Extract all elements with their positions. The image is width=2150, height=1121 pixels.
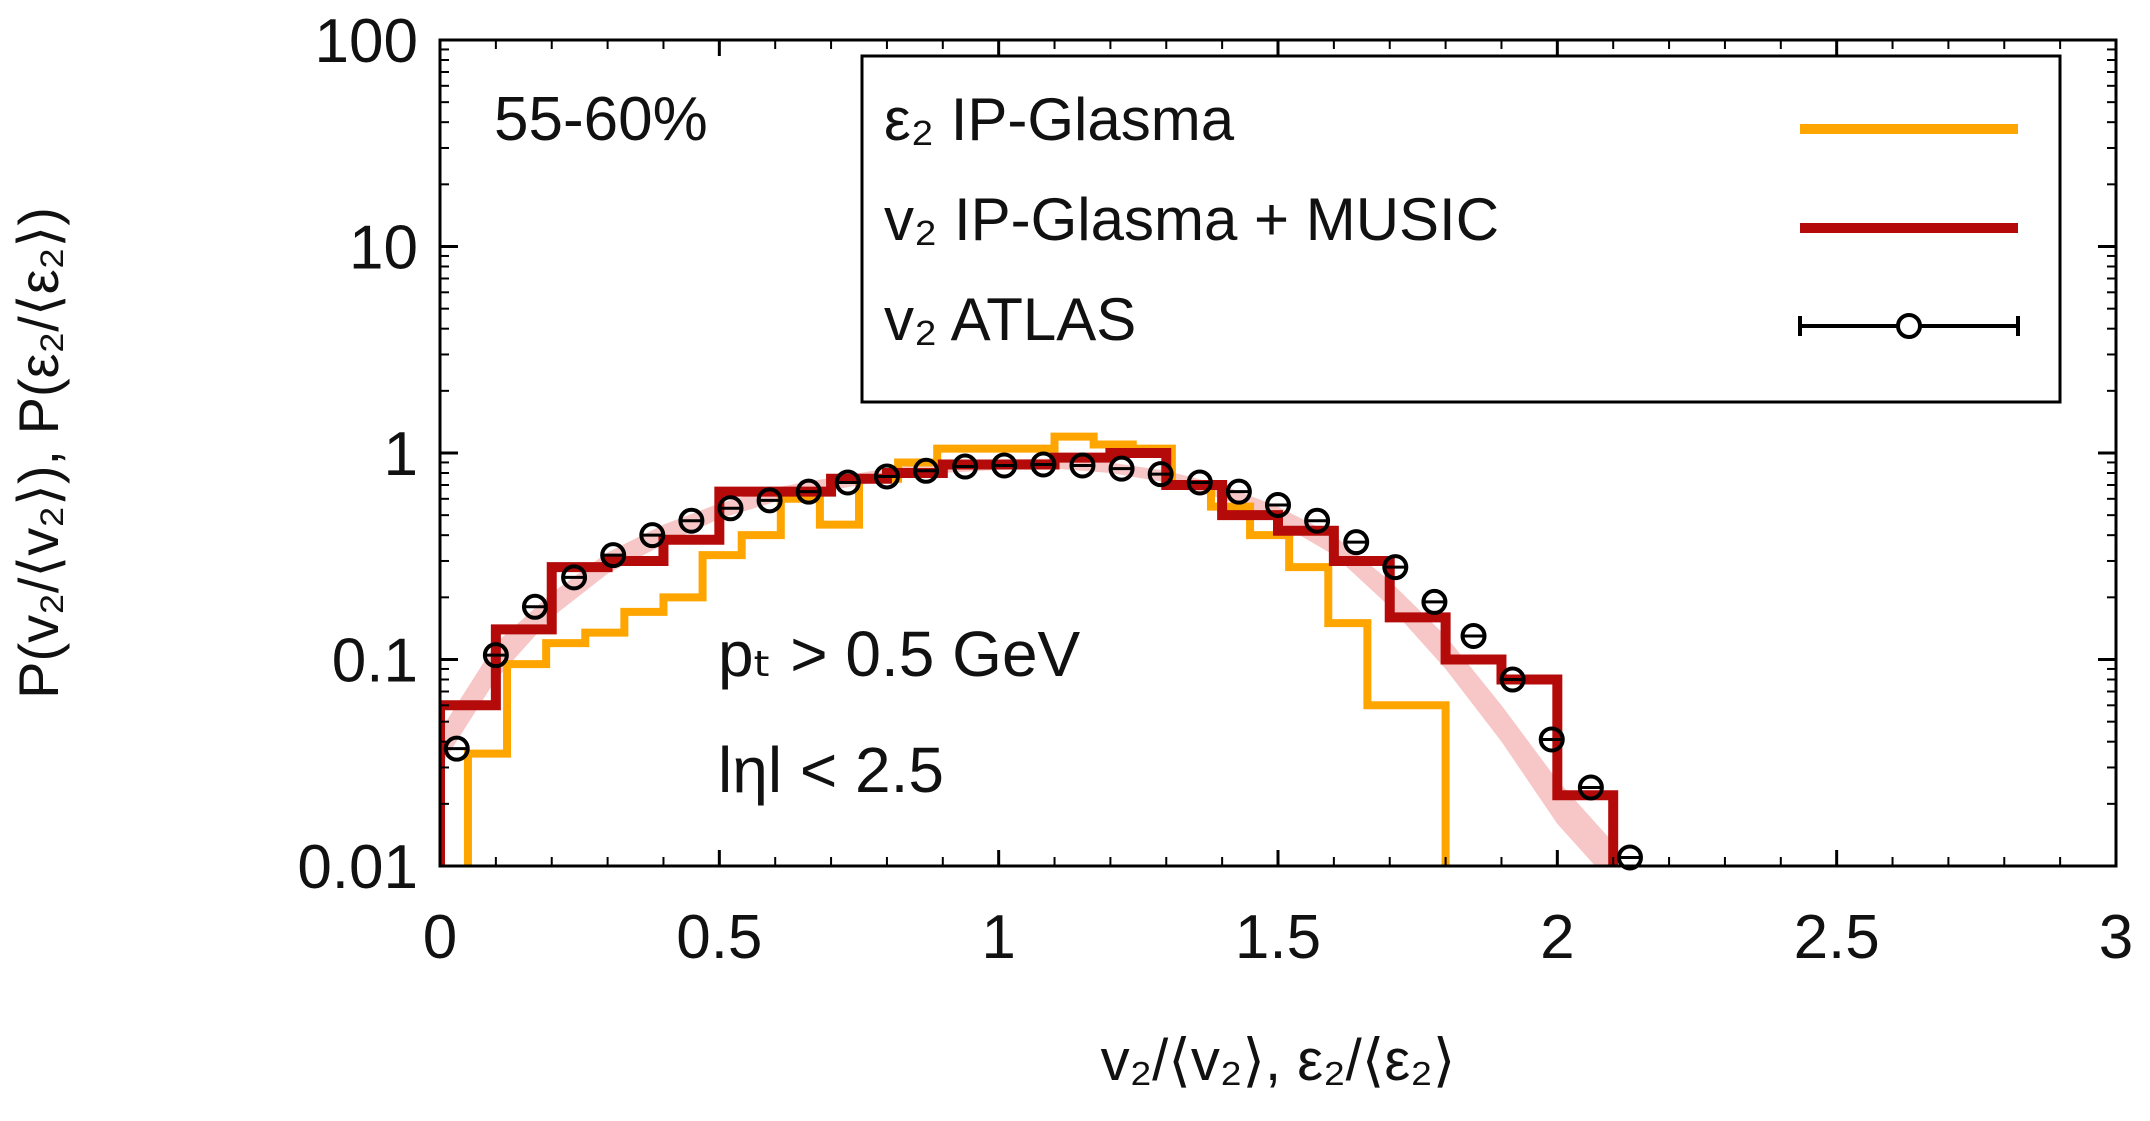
x-tick-label: 3 [2099, 903, 2133, 972]
data-point [561, 564, 588, 591]
x-tick-label: 1 [981, 903, 1015, 972]
data-point [1030, 451, 1057, 478]
x-tick-label: 0 [423, 903, 457, 972]
data-point [1382, 554, 1409, 581]
data-point [1421, 588, 1448, 615]
data-point [1460, 622, 1487, 649]
legend-label-series-3: v₂ ATLAS [884, 286, 1136, 353]
legend-label-series-2: v₂ IP-Glasma + MUSIC [884, 186, 1499, 253]
x-tick-label: 2.5 [1794, 903, 1880, 972]
x-axis-title: v₂/⟨v₂⟩, ε₂/⟨ε₂⟩ [1101, 1028, 1456, 1093]
data-point [1147, 461, 1174, 488]
y-axis-title: P(v₂/⟨v₂⟩), P(ε₂/⟨ε₂⟩) [7, 207, 70, 699]
data-point [1538, 726, 1565, 753]
data-point [834, 469, 861, 496]
data-point [1069, 452, 1096, 479]
data-point [1499, 666, 1526, 693]
legend-swatch-series-3-marker [1896, 313, 1922, 339]
data-point [756, 487, 783, 514]
data-point [952, 453, 979, 480]
pt-cut-label: pₜ > 0.5 GeV [718, 618, 1081, 690]
data-point [1265, 491, 1291, 518]
data-point [639, 522, 666, 549]
data-point [1108, 455, 1135, 482]
data-point [482, 642, 509, 669]
x-tick-label: 1.5 [1235, 903, 1321, 972]
data-point [1186, 469, 1213, 496]
data-point [678, 507, 705, 534]
centrality-label: 55-60% [494, 85, 708, 154]
data-point [1304, 507, 1331, 534]
data-point [913, 457, 940, 484]
y-tick-label: 0.1 [332, 627, 418, 696]
data-point [991, 452, 1018, 479]
data-point [1225, 478, 1252, 505]
data-point [795, 478, 822, 505]
y-tick-label: 0.01 [297, 833, 418, 902]
x-tick-label: 0.5 [676, 903, 762, 972]
data-point [1616, 844, 1643, 871]
data-point [717, 495, 744, 522]
data-point [600, 542, 627, 569]
data-point [521, 593, 548, 620]
legend-label-series-1: ε₂ IP-Glasma [884, 86, 1235, 153]
data-point [1343, 529, 1370, 556]
y-tick-label: 10 [349, 214, 418, 283]
data-point [443, 735, 470, 762]
eta-cut-label: lηl < 2.5 [718, 734, 944, 806]
data-point [1577, 774, 1604, 801]
data-point [873, 463, 900, 490]
legend: ε₂ IP-Glasma v₂ IP-Glasma + MUSIC v₂ ATL… [860, 54, 2062, 404]
y-tick-label: 100 [315, 7, 418, 76]
y-tick-label: 1 [384, 420, 418, 489]
x-tick-label: 2 [1540, 903, 1574, 972]
